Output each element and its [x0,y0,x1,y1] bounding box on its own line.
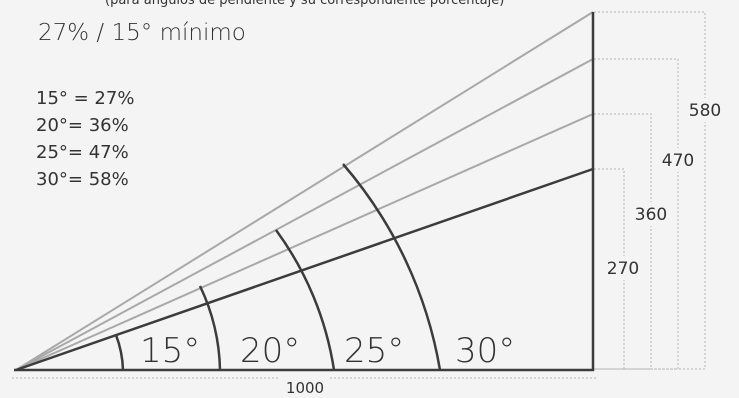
slope-legend: 15° = 27% 20°= 36% 25°= 47% 30°= 58% [36,88,134,190]
label-bg-360 [629,202,673,226]
angle-label-20: 20° [240,331,300,371]
angle-label-15: 15° [140,331,200,371]
angle-arcs [114,163,442,371]
legend-item-20: 20°= 36% [36,115,129,136]
slope-line-15 [15,167,594,372]
dim-guide-360 [594,113,652,370]
arc-15 [114,334,125,371]
height-label-360: 360 [635,205,667,225]
height-label-580: 580 [689,101,721,121]
label-bg-470 [656,148,700,172]
label-bg-580 [683,98,727,122]
angle-labels: 15° 20° 25° 30° [140,331,515,371]
diagram-title: 27% / 15° mínimo [38,20,246,46]
arc-30 [342,163,442,371]
legend-item-15: 15° = 27% [36,88,134,109]
legend-item-25: 25°= 47% [36,142,129,163]
triangle-structure [14,12,595,372]
dim-guide-580 [594,11,706,370]
height-label-470: 470 [662,151,694,171]
angle-label-25: 25° [344,331,404,371]
legend-item-30: 30°= 58% [36,169,129,190]
arc-25 [274,229,336,371]
steeper-slope-lines [15,11,594,371]
base-length-label: 1000 [286,379,324,397]
slope-line-20 [15,113,594,371]
angle-label-30: 30° [455,331,515,371]
slope-line-30 [15,11,594,371]
top-cut-text: (para ángulos de pendiente y su correspo… [105,0,504,8]
height-label-270: 270 [607,259,639,279]
label-bg-270 [601,256,645,280]
height-dimension-guides [12,11,706,379]
arc-20 [198,285,222,371]
height-labels: 270 360 470 580 [601,98,727,280]
slope-line-25 [15,58,594,371]
